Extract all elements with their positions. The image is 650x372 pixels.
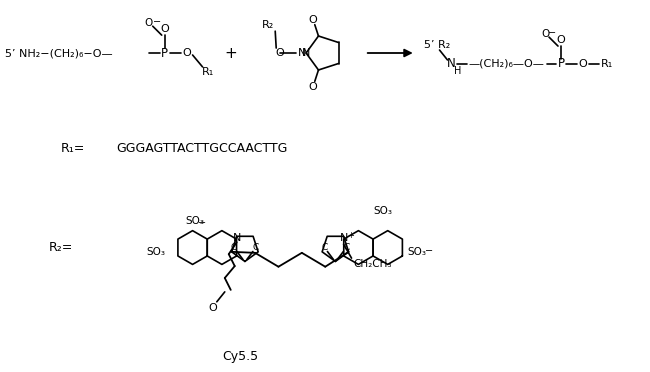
Text: C: C <box>321 243 328 252</box>
Text: N: N <box>298 48 306 58</box>
Text: R₁: R₁ <box>202 67 215 77</box>
Text: SO₃: SO₃ <box>373 206 392 216</box>
Text: −: − <box>198 218 207 228</box>
Text: R₂=: R₂= <box>49 241 73 254</box>
Text: O: O <box>145 18 153 28</box>
Text: +: + <box>224 45 237 61</box>
Text: C: C <box>343 243 350 252</box>
Text: N: N <box>339 233 348 243</box>
Text: 5’ R₂: 5’ R₂ <box>424 40 450 50</box>
Text: SO₃: SO₃ <box>185 216 204 226</box>
Text: −: − <box>424 246 433 256</box>
Text: O: O <box>309 15 318 25</box>
Text: O: O <box>161 24 169 34</box>
Text: O: O <box>556 35 566 45</box>
Text: GGGAGTTACTTGCCAACTTG: GGGAGTTACTTGCCAACTTG <box>116 142 287 155</box>
Text: O: O <box>541 29 549 39</box>
Text: −: − <box>153 17 161 27</box>
Text: N: N <box>447 57 456 70</box>
Text: O: O <box>209 303 217 313</box>
Text: SO₃: SO₃ <box>147 247 166 257</box>
Text: R₂: R₂ <box>262 20 274 30</box>
Text: O: O <box>309 82 317 92</box>
Text: +: + <box>347 231 354 240</box>
Text: P: P <box>161 46 168 60</box>
Text: R₁=: R₁= <box>61 142 86 155</box>
Text: O: O <box>578 59 587 69</box>
Text: 5’ NH₂−(CH₂)₆−O—: 5’ NH₂−(CH₂)₆−O— <box>5 48 113 58</box>
Text: SO₃: SO₃ <box>407 247 426 257</box>
Text: O: O <box>182 48 191 58</box>
Text: H: H <box>454 66 461 76</box>
Text: R₁: R₁ <box>601 59 613 69</box>
Text: O: O <box>276 48 285 58</box>
Text: N: N <box>302 48 310 58</box>
Text: −: − <box>548 28 556 38</box>
Text: CH₂CH₃: CH₂CH₃ <box>354 259 392 269</box>
Text: Cy5.5: Cy5.5 <box>222 350 259 363</box>
Text: C: C <box>253 243 259 252</box>
Text: C: C <box>231 243 237 252</box>
Text: P: P <box>558 57 564 70</box>
Text: —(CH₂)₆—O—: —(CH₂)₆—O— <box>469 59 544 69</box>
Text: N: N <box>233 233 241 243</box>
